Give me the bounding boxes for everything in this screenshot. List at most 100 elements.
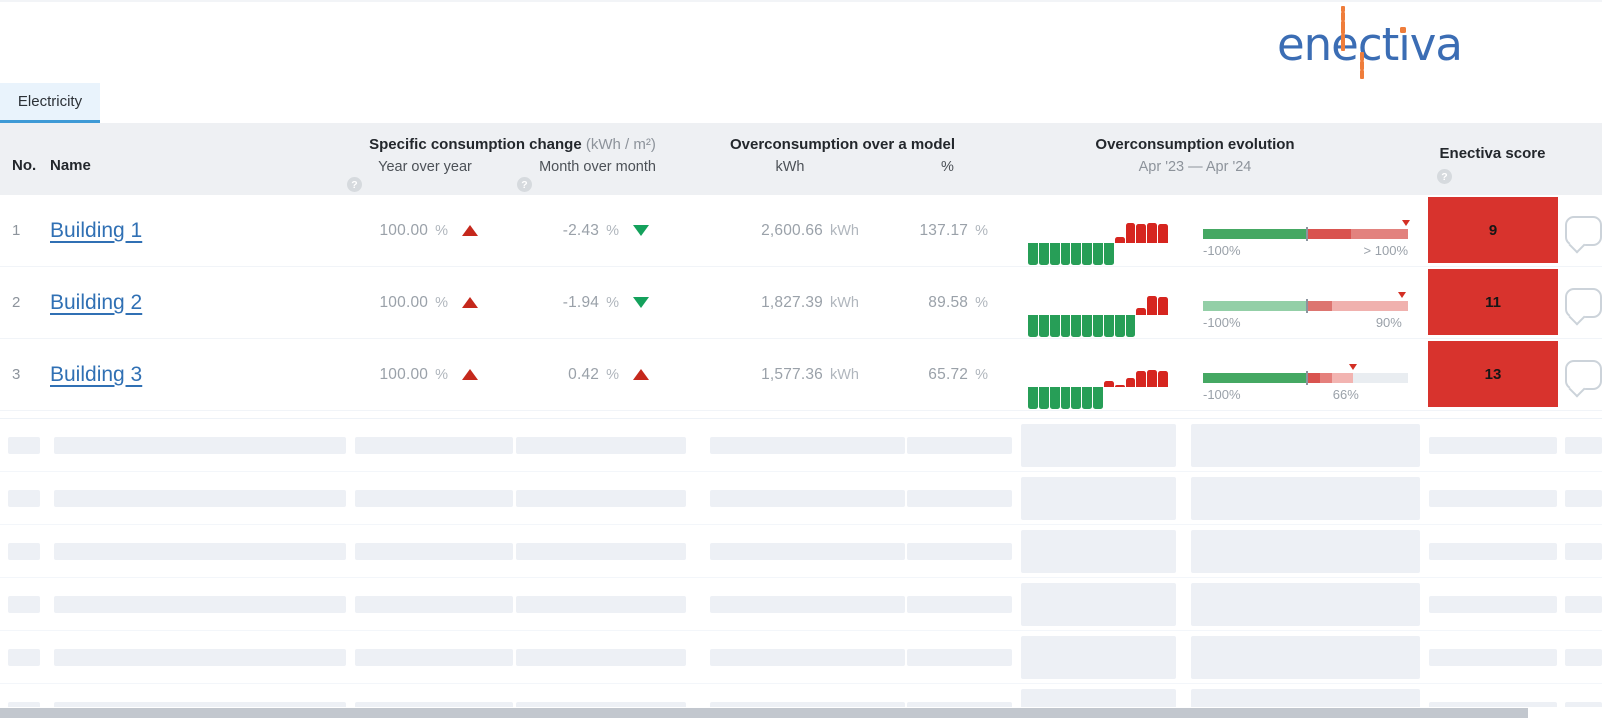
gauge-center-tick [1305, 227, 1308, 241]
skeleton-block [710, 649, 905, 666]
spark-bar [1147, 370, 1158, 387]
col-header-date-range: Apr '23 — Apr '24 [1138, 159, 1252, 175]
loading-row [0, 472, 1602, 525]
spark-bar [1125, 223, 1136, 243]
logo-dashes-icon [1359, 52, 1364, 79]
spark-bar [1028, 387, 1038, 409]
trend-up-icon [462, 297, 478, 308]
mom-unit: % [606, 366, 619, 383]
skeleton-block [54, 596, 346, 613]
skeleton-block [710, 490, 905, 507]
gauge-segment [1203, 301, 1306, 311]
pct-unit: % [975, 294, 988, 311]
gauge-bar [1203, 364, 1408, 385]
spark-bar [1147, 223, 1158, 243]
gauge-segment [1350, 229, 1408, 239]
spark-bar [1049, 243, 1060, 265]
skeleton-block [516, 437, 686, 454]
spark-bar [1038, 387, 1049, 409]
col-group-overconsumption-evolution: Overconsumption evolution [1095, 136, 1295, 153]
overconsumption-kwh-cell: 2,600.66 kWh [685, 222, 895, 240]
spark-bar [1158, 297, 1168, 315]
comment-icon[interactable] [1565, 287, 1602, 318]
help-icon[interactable]: ? [1437, 169, 1452, 184]
gauge-min-label: -100% [1203, 315, 1241, 330]
skeleton-block [1429, 649, 1557, 666]
spark-bar [1049, 315, 1060, 337]
skeleton-block [1191, 477, 1420, 520]
kwh-unit: kWh [830, 294, 859, 311]
tab-electricity[interactable]: Electricity [0, 83, 100, 123]
skeleton-block [54, 437, 346, 454]
skeleton-block [1565, 543, 1602, 560]
spark-bar [1028, 243, 1038, 265]
skeleton-block [710, 543, 905, 560]
gauge-center-tick [1305, 371, 1308, 385]
pct-unit: % [975, 222, 988, 239]
skeleton-block [907, 649, 1012, 666]
spark-bar [1158, 224, 1168, 243]
spark-bar [1093, 315, 1103, 337]
overconsumption-pct-cell: 89.58 % [895, 294, 1000, 312]
overconsumption-sparkline [1028, 292, 1168, 338]
loading-row [0, 525, 1602, 578]
skeleton-block [907, 490, 1012, 507]
skeleton-block [355, 596, 513, 613]
spark-bar [1103, 243, 1114, 265]
mom-unit: % [606, 294, 619, 311]
kwh-unit: kWh [830, 366, 859, 383]
col-header-no: No. [12, 157, 37, 174]
skeleton-block [1565, 437, 1602, 454]
kwh-unit: kWh [830, 222, 859, 239]
pct-value: 65.72 [928, 365, 969, 383]
row-number: 2 [12, 294, 21, 311]
spark-bar [1114, 237, 1125, 243]
loading-row [0, 631, 1602, 684]
comment-icon[interactable] [1565, 215, 1602, 246]
building-link[interactable]: Building 3 [50, 362, 143, 386]
mom-cell: -2.43 % [510, 222, 685, 240]
col-header-name: Name [50, 157, 91, 174]
comment-icon[interactable] [1565, 359, 1602, 390]
mom-unit: % [606, 222, 619, 239]
trend-up-icon [462, 369, 478, 380]
table-row: 3 Building 3 100.00 % 0.42 % 1,577.36 kW… [0, 339, 1602, 411]
skeleton-block [1021, 636, 1176, 679]
table-row: 2 Building 2 100.00 % -1.94 % 1,827.39 k… [0, 267, 1602, 339]
spark-bar [1103, 381, 1114, 387]
spark-bar [1136, 308, 1147, 315]
skeleton-block [1021, 477, 1176, 520]
gauge-center-tick [1305, 299, 1308, 313]
gauge-segment [1332, 373, 1353, 383]
yoy-unit: % [435, 294, 448, 311]
table-row: 1 Building 1 100.00 % -2.43 % 2,600.66 k… [0, 195, 1602, 267]
spark-bar [1049, 387, 1060, 409]
skeleton-block [1429, 543, 1557, 560]
horizontal-scrollbar[interactable] [0, 708, 1528, 718]
pct-unit: % [975, 366, 988, 383]
evolution-cell: -100% > 100% [1000, 195, 1425, 266]
building-link[interactable]: Building 1 [50, 218, 143, 242]
row-number: 1 [12, 222, 21, 239]
kwh-value: 2,600.66 [761, 221, 823, 239]
trend-up-icon [633, 369, 649, 380]
kwh-value: 1,577.36 [761, 365, 823, 383]
spark-bar [1071, 315, 1082, 337]
gauge-value-label: > 100% [1363, 243, 1408, 258]
loading-rows [0, 419, 1602, 720]
skeleton-block [54, 543, 346, 560]
pct-value: 89.58 [928, 293, 969, 311]
skeleton-block [907, 596, 1012, 613]
gauge-segment [1305, 373, 1320, 383]
mom-value: 0.42 [568, 365, 600, 383]
skeleton-block [8, 490, 40, 507]
spark-bar [1093, 243, 1103, 265]
help-icon[interactable]: ? [347, 177, 362, 192]
yoy-value: 100.00 [379, 293, 429, 311]
gauge-marker-icon [1348, 364, 1357, 370]
skeleton-block [710, 596, 905, 613]
building-link[interactable]: Building 2 [50, 290, 143, 314]
loading-row [0, 419, 1602, 472]
help-icon[interactable]: ? [517, 177, 532, 192]
gauge-marker-icon [1401, 220, 1410, 226]
